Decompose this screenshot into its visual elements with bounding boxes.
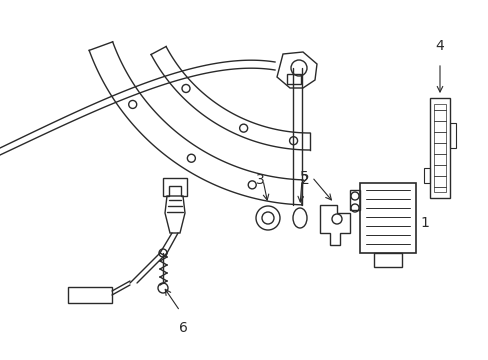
Text: 4: 4 [435,39,444,53]
Text: 3: 3 [255,173,264,187]
Text: 5: 5 [299,170,308,184]
Text: 6: 6 [178,321,187,335]
Text: 2: 2 [300,173,309,187]
Text: 1: 1 [419,216,428,230]
